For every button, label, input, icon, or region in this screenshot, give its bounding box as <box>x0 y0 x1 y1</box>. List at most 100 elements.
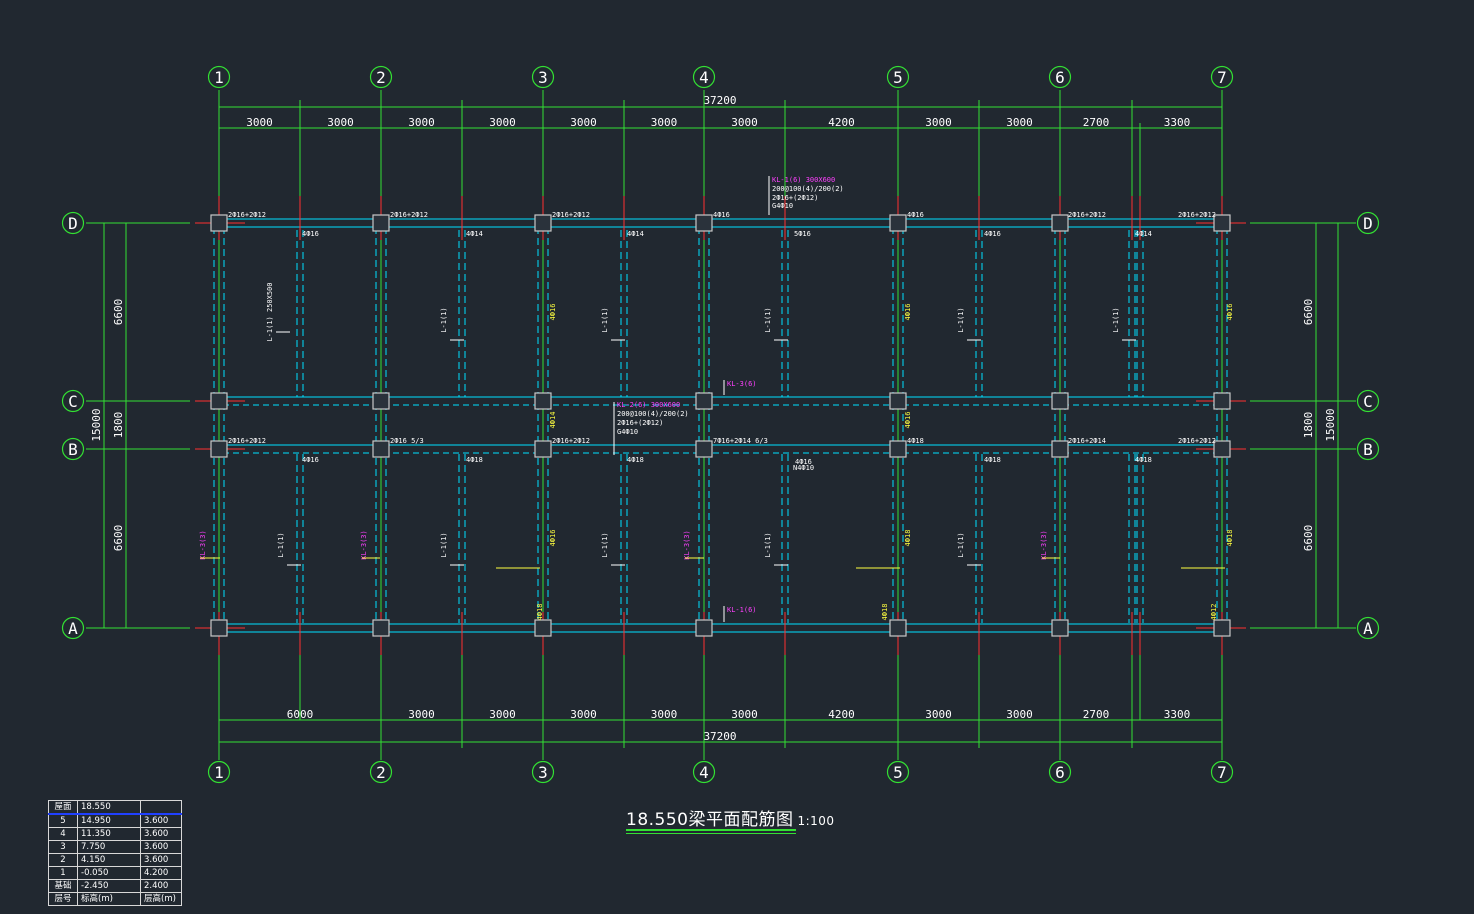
axis-bubble-left-C-circle <box>61 389 85 413</box>
level-cell: 层高(m) <box>140 892 182 906</box>
column-D <box>695 214 713 232</box>
column-C <box>695 392 713 410</box>
level-cell: 屋面 <box>48 800 78 815</box>
beam-tag-2: KL-3(6) <box>727 380 757 388</box>
level-row: 2 4.150 3.600 <box>48 853 182 867</box>
dim-top-1: 3000 <box>327 116 354 129</box>
column-B <box>372 440 390 458</box>
rebar-label-17: 4Ф16 <box>795 458 812 466</box>
axis-bubble-top-3-label: 3 <box>538 68 548 87</box>
beam-tag-0: KL-1(6) 300X600 <box>772 176 835 184</box>
dim-bottom-9: 2700 <box>1083 708 1110 721</box>
column-C <box>210 392 228 410</box>
column-D <box>889 214 907 232</box>
column-A <box>1051 619 1069 637</box>
dim-left-1: 1800 <box>112 412 125 439</box>
rebar-label-25: 4Ф18 <box>984 456 1001 464</box>
beam-tag-4: KL-3(3) <box>199 530 207 560</box>
beam-tag-1: KL-2(6) 300X600 <box>617 401 680 409</box>
callout-2-line-2: G4Ф10 <box>617 428 638 436</box>
sec-beam-label-5: L-1(1) <box>1112 307 1120 332</box>
sec-beam-label-1: L-1(1) <box>440 307 448 332</box>
axis-bubble-top-1-circle <box>207 65 231 89</box>
dim-top-7: 4200 <box>828 116 855 129</box>
title-scale: 1:100 <box>797 814 835 828</box>
rebar-label-0: 2Ф16+2Ф12 <box>228 211 266 219</box>
axis-bubble-right-B-label: B <box>1363 440 1373 459</box>
column-A <box>534 619 552 637</box>
rebar-label-18: 2Ф16+2Ф14 <box>1068 437 1106 445</box>
dim-bottom-4: 3000 <box>651 708 678 721</box>
axis-bubble-left-C-label: C <box>68 392 78 411</box>
axis-bubble-bottom-7-label: 7 <box>1217 763 1227 782</box>
axis-bubble-right-C-circle <box>1356 389 1380 413</box>
level-cell: 11.350 <box>77 827 141 841</box>
axis-bubble-right-D-circle <box>1356 211 1380 235</box>
axis-bubble-top-6-label: 6 <box>1055 68 1065 87</box>
dim-bottom-5: 3000 <box>731 708 758 721</box>
rebar-label-19: 2Ф16+2Ф12 <box>1178 437 1216 445</box>
dim-right-0: 6600 <box>1302 299 1315 326</box>
dim-top-total: 37200 <box>703 94 736 107</box>
level-cell: 3.600 <box>140 827 182 841</box>
dim-left-2: 6600 <box>112 525 125 552</box>
level-cell: -2.450 <box>77 879 141 893</box>
beam-tag-3: KL-1(6) <box>727 606 757 614</box>
callout-1-line-0: 200@100(4)/200(2) <box>772 185 844 193</box>
axis-bubble-bottom-6-label: 6 <box>1055 763 1065 782</box>
level-cell: 14.950 <box>77 813 141 828</box>
sec-beam-label-4: L-1(1) <box>957 307 965 332</box>
column-A <box>210 619 228 637</box>
dim-bottom-total: 37200 <box>703 730 736 743</box>
drawing-title: 18.550梁平面配筋图 1:100 <box>626 805 835 830</box>
axis-bubble-right-A-circle <box>1356 616 1380 640</box>
axis-bubble-top-4-circle <box>692 65 716 89</box>
beam-tag-6: KL-3(3) <box>683 530 691 560</box>
axis-bubble-bottom-4-circle <box>692 760 716 784</box>
sec-beam-label-0: L-1(1) 250X500 <box>266 282 274 341</box>
rebar-label-26: 4Ф18 <box>907 437 924 445</box>
level-cell: 2 <box>48 853 78 867</box>
rebar-label-11: 4Ф14 <box>627 230 644 238</box>
column-D <box>1051 214 1069 232</box>
level-row: 3 7.750 3.600 <box>48 840 182 854</box>
axis-bubble-left-D-label: D <box>68 214 78 233</box>
axis-bubble-left-B-label: B <box>68 440 78 459</box>
yellow-rebar-10: 4Ф16 <box>904 412 912 429</box>
rebar-label-10: 5Ф16 <box>794 230 811 238</box>
rebar-label-5: 2Ф16+2Ф12 <box>1068 211 1106 219</box>
axis-bubble-top-6-circle <box>1048 65 1072 89</box>
level-cell: 标高(m) <box>77 892 141 906</box>
rebar-label-16: 7Ф16+2Ф14 6/3 <box>713 437 768 445</box>
axis-bubble-left-D-circle <box>61 211 85 235</box>
level-cell: 4.150 <box>77 853 141 867</box>
axis-bubble-top-5-circle <box>886 65 910 89</box>
level-cell: 2.400 <box>140 879 182 893</box>
axis-bubble-bottom-1-label: 1 <box>214 763 224 782</box>
dim-bottom-1: 3000 <box>408 708 435 721</box>
callout-1-line-2: G4Ф10 <box>772 202 793 210</box>
axis-bubble-bottom-3-circle <box>531 760 555 784</box>
rebar-label-6: 2Ф16+2Ф12 <box>1178 211 1216 219</box>
rebar-label-14: 2Ф16 5/3 <box>390 437 424 445</box>
column-B <box>889 440 907 458</box>
axis-bubble-top-2-circle <box>369 65 393 89</box>
level-row: 1 -0.050 4.200 <box>48 866 182 880</box>
rebar-label-9: 4Ф14 <box>1135 230 1152 238</box>
level-cell: 4 <box>48 827 78 841</box>
level-cell: 基础 <box>48 879 78 893</box>
level-table: 屋面 18.550 5 14.950 3.600 4 11.350 3.600 3 7.750 3.… <box>48 800 182 906</box>
yellow-rebar-3: 4Ф16 <box>549 530 557 547</box>
level-row: 层号 标高(m) 层高(m) <box>48 892 182 906</box>
dim-right-1: 1800 <box>1302 412 1315 439</box>
callout-2-line-1: 2Ф16+(2Ф12) <box>617 419 663 427</box>
column-A <box>1213 619 1231 637</box>
column-C <box>1051 392 1069 410</box>
rebar-label-24: N4Ф10 <box>793 464 814 472</box>
sec-beam-label-3: L-1(1) <box>764 307 772 332</box>
yellow-rebar-8: 4Ф12 <box>1210 604 1218 621</box>
dim-top-0: 3000 <box>246 116 273 129</box>
beam-tag-5: KL-3(3) <box>360 530 368 560</box>
axis-bubble-bottom-4-label: 4 <box>699 763 709 782</box>
